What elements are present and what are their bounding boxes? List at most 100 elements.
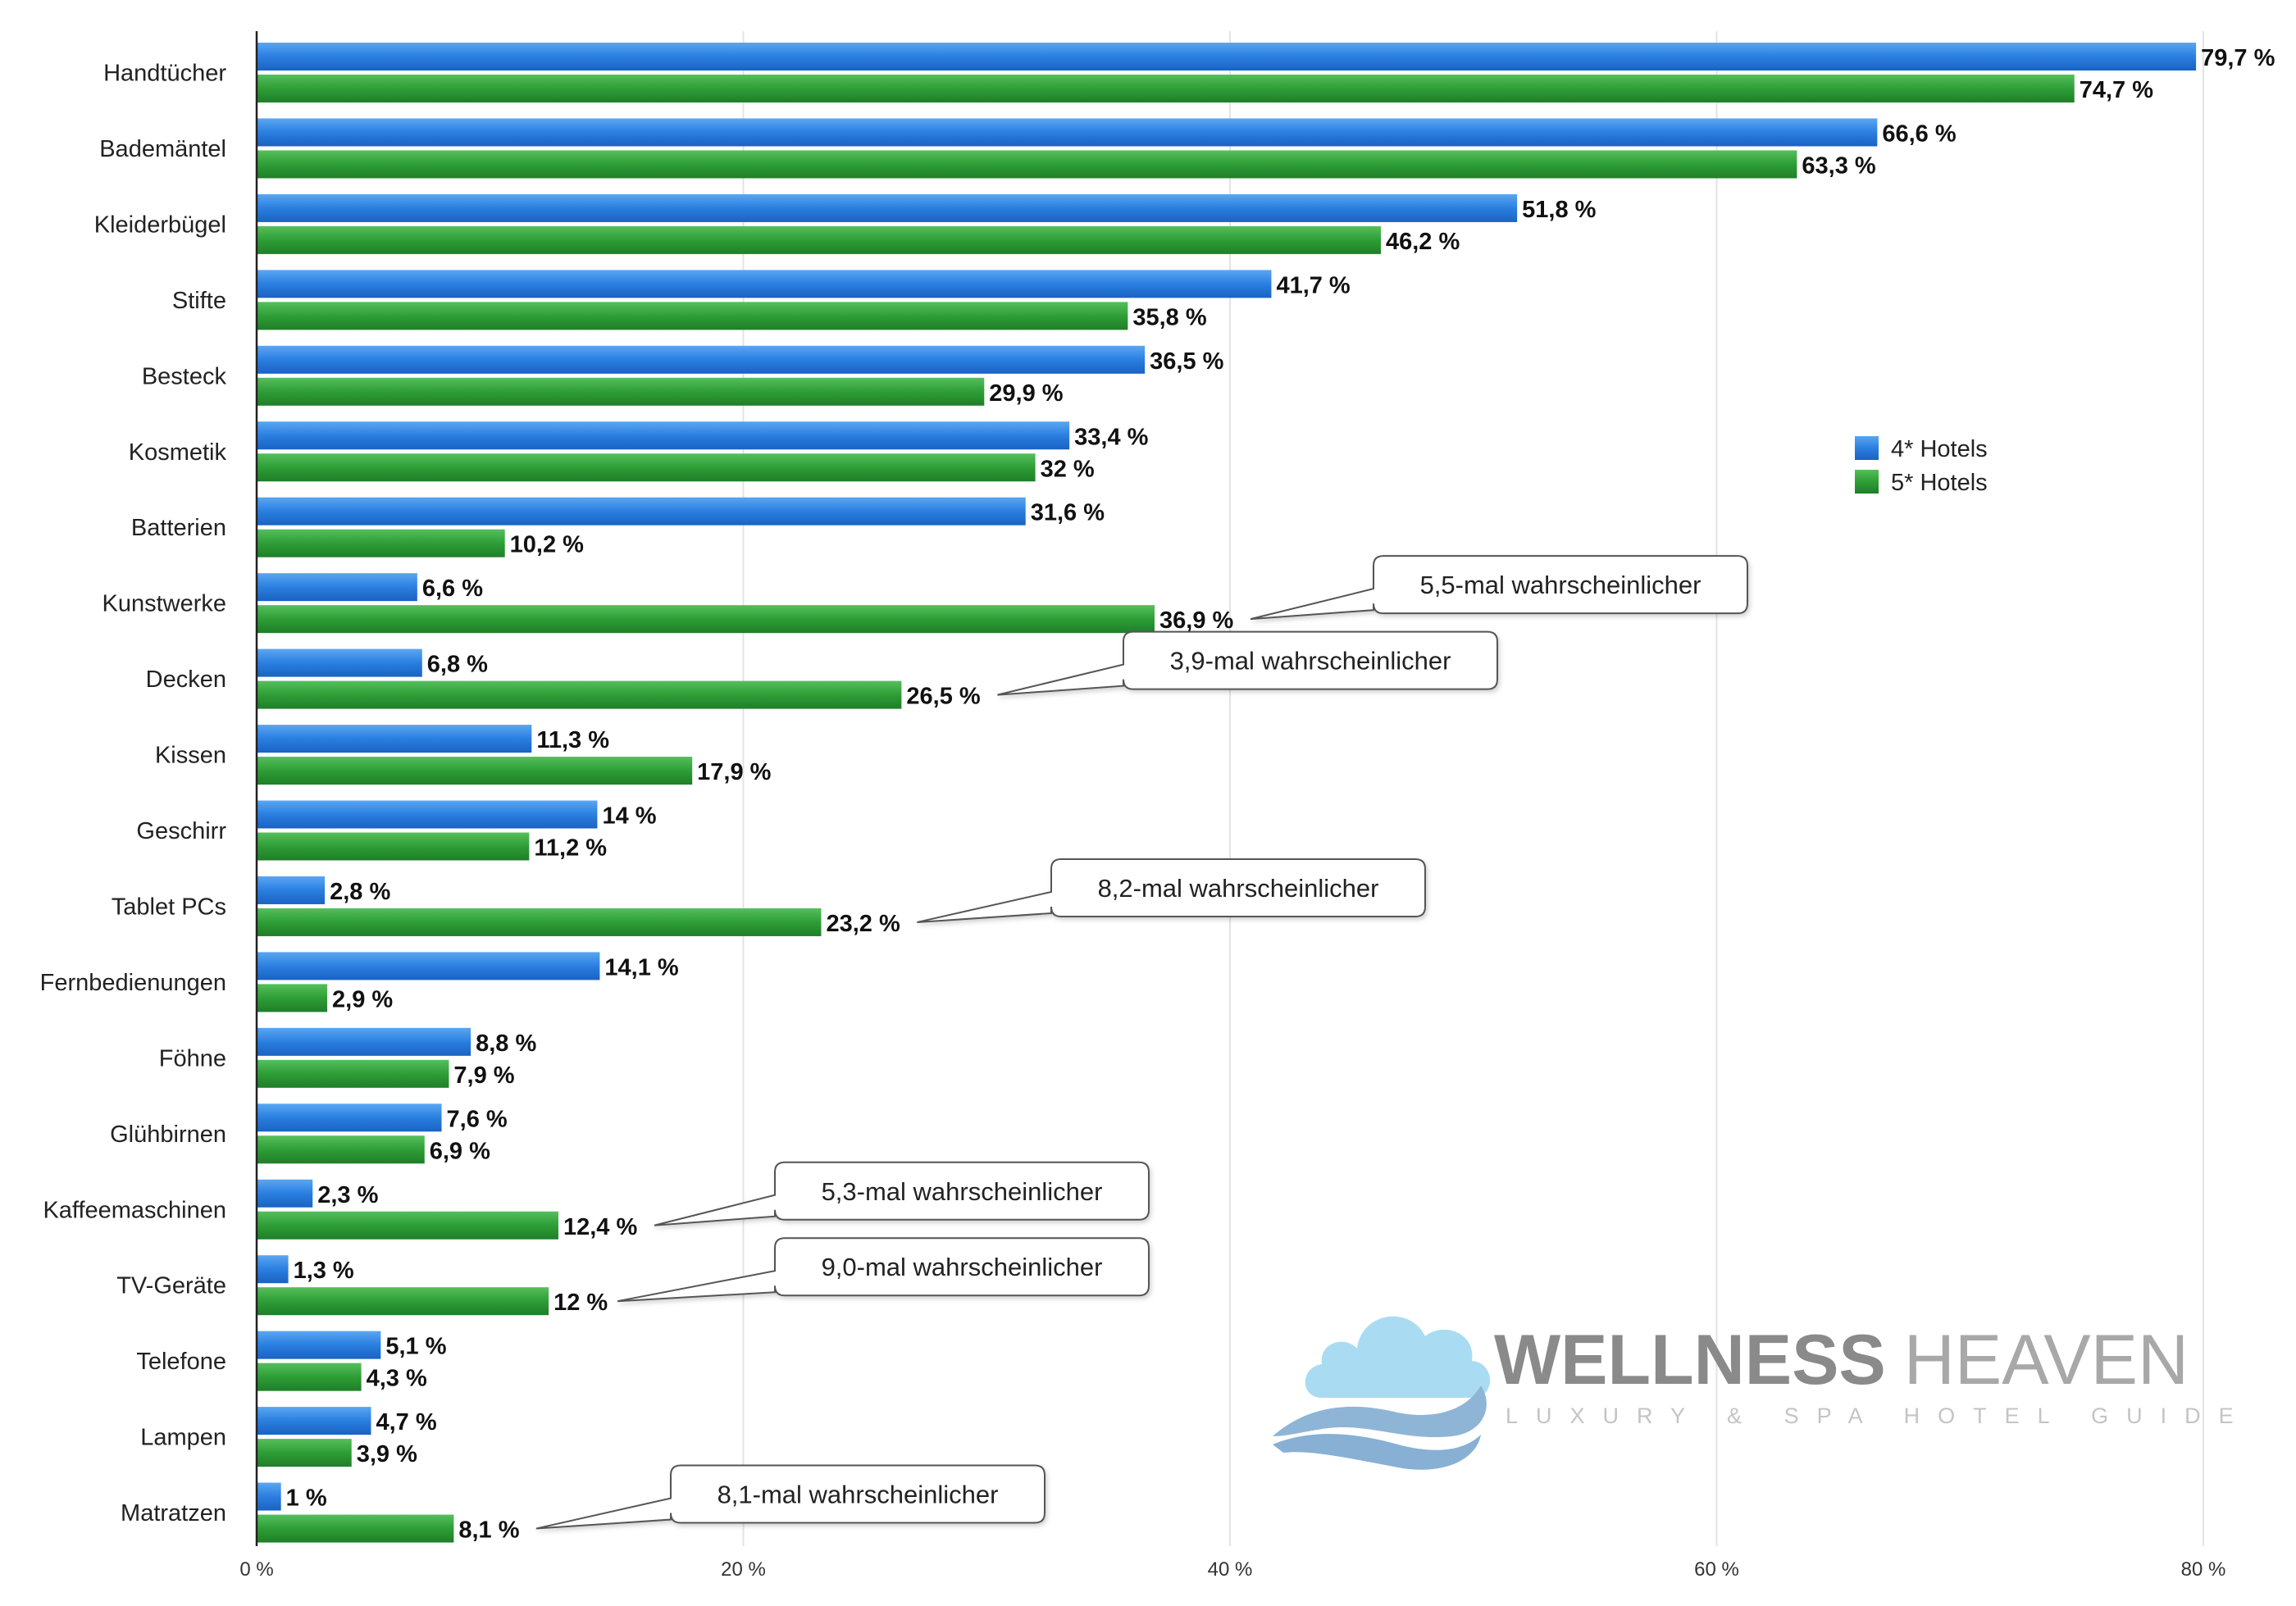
bar-5-hotels-batterien (257, 529, 505, 557)
x-tick-label-80: 80 % (2181, 1558, 2226, 1581)
value-label-5-hotels-kaffeemaschinen: 12,4 % (563, 1214, 637, 1240)
bar-5-hotels-matratzen (257, 1514, 454, 1543)
category-label-geschirr: Geschirr (136, 818, 226, 844)
value-label-5-hotels-tv-geraete: 12 % (554, 1290, 608, 1316)
bars (257, 43, 2197, 1543)
value-label-4-hotels-decken: 6,8 % (427, 652, 488, 678)
callout-kaffeemaschinen: 5,3-mal wahrscheinlicher (654, 1161, 1150, 1226)
callout-text-decken: 3,9-mal wahrscheinlicher (1170, 647, 1451, 676)
category-label-besteck: Besteck (142, 363, 227, 389)
value-label-4-hotels-bademaentel: 66,6 % (1882, 121, 1956, 147)
x-tick-label-0: 0 % (239, 1558, 273, 1581)
bar-4-hotels-foehne (257, 1027, 472, 1056)
callout-box-kaffeemaschinen (654, 1161, 1150, 1226)
category-label-batterien: Batterien (131, 515, 226, 541)
value-label-4-hotels-handtuecher: 79,7 % (2201, 45, 2275, 71)
bar-4-hotels-matratzen (257, 1482, 281, 1511)
value-label-4-hotels-telefone: 5,1 % (385, 1334, 446, 1360)
value-label-5-hotels-matratzen: 8,1 % (458, 1517, 519, 1544)
bar-4-hotels-kaffeemaschinen (257, 1179, 313, 1208)
callout-box-kunstwerke (1250, 555, 1748, 621)
value-label-5-hotels-lampen: 3,9 % (357, 1441, 417, 1467)
value-label-4-hotels-batterien: 31,6 % (1031, 500, 1105, 526)
callout-text-kunstwerke: 5,5-mal wahrscheinlicher (1420, 571, 1702, 599)
value-label-4-hotels-stifte: 41,7 % (1276, 272, 1350, 298)
category-label-kosmetik: Kosmetik (129, 439, 227, 466)
legend-label-5-hotels: 5* Hotels (1891, 470, 1988, 496)
value-label-5-hotels-decken: 26,5 % (906, 684, 980, 710)
bar-5-hotels-lampen (257, 1439, 352, 1467)
value-label-5-hotels-kunstwerke: 36,9 % (1159, 607, 1233, 634)
value-label-5-hotels-fernbedienungen: 2,9 % (332, 986, 393, 1012)
bar-4-hotels-kissen (257, 725, 532, 753)
bar-5-hotels-decken (257, 680, 902, 709)
category-label-kissen: Kissen (155, 743, 226, 769)
annotations: 5,5-mal wahrscheinlicher 3,9-mal wahrsche… (535, 555, 1748, 1530)
category-labels: Handtücher Bademäntel Kleiderbügel Stifte Be… (40, 61, 227, 1527)
bar-4-hotels-kleiderbuegel (257, 193, 1518, 222)
value-label-5-hotels-tablet-pcs: 23,2 % (826, 911, 900, 937)
value-label-4-hotels-lampen: 4,7 % (376, 1409, 436, 1435)
category-label-lampen: Lampen (140, 1425, 226, 1451)
x-tick-label-60: 60 % (1694, 1558, 1739, 1581)
bar-4-hotels-handtuecher (257, 43, 2197, 71)
value-label-5-hotels-kissen: 17,9 % (697, 759, 771, 785)
bar-4-hotels-kosmetik (257, 421, 1070, 450)
callout-box-tablet-pcs (917, 858, 1426, 923)
category-label-handtuecher: Handtücher (103, 61, 226, 87)
bar-4-hotels-tv-geraete (257, 1255, 289, 1284)
value-label-4-hotels-fernbedienungen: 14,1 % (604, 954, 678, 980)
category-label-foehne: Föhne (159, 1045, 226, 1071)
category-label-fernbedienungen: Fernbedienungen (40, 970, 226, 996)
value-label-5-hotels-geschirr: 11,2 % (534, 835, 607, 862)
bar-4-hotels-decken (257, 648, 422, 677)
bar-5-hotels-gluehbirnen (257, 1135, 425, 1164)
x-tick-label-40: 40 % (1208, 1558, 1253, 1581)
value-label-4-hotels-geschirr: 14 % (602, 803, 656, 830)
callout-box-matratzen (535, 1464, 1046, 1530)
category-label-stifte: Stifte (172, 288, 226, 314)
bar-4-hotels-telefone (257, 1331, 381, 1359)
legend: 4* Hotels 5* Hotels (1855, 436, 1988, 496)
value-label-4-hotels-besteck: 36,5 % (1150, 348, 1223, 375)
value-label-5-hotels-kleiderbuegel: 46,2 % (1386, 229, 1460, 255)
value-label-5-hotels-telefone: 4,3 % (367, 1366, 427, 1392)
bar-5-hotels-kleiderbuegel (257, 225, 1381, 254)
legend-entry-4-hotels: 4* Hotels (1855, 436, 1988, 462)
value-label-5-hotels-kosmetik: 32 % (1041, 456, 1095, 482)
bar-4-hotels-fernbedienungen (257, 952, 600, 980)
value-label-4-hotels-kissen: 11,3 % (536, 727, 609, 753)
bar-5-hotels-kaffeemaschinen (257, 1211, 558, 1240)
value-label-5-hotels-batterien: 10,2 % (510, 532, 584, 558)
legend-label-4-hotels: 4* Hotels (1891, 436, 1988, 462)
callout-text-tv-geraete: 9,0-mal wahrscheinlicher (822, 1253, 1103, 1281)
legend-swatch-5-hotels (1855, 470, 1879, 494)
category-label-telefone: Telefone (136, 1349, 226, 1375)
value-labels: 79,7 % 74,7 % 66,6 % 63,3 % 51,8 % 46,2 % 41,7… (286, 45, 2276, 1544)
category-label-matratzen: Matratzen (121, 1500, 226, 1526)
value-label-4-hotels-kleiderbuegel: 51,8 % (1522, 197, 1596, 223)
category-label-kaffeemaschinen: Kaffeemaschinen (43, 1197, 226, 1223)
callout-tv-geraete: 9,0-mal wahrscheinlicher (617, 1237, 1150, 1303)
bar-5-hotels-stifte (257, 302, 1128, 330)
bar-5-hotels-tablet-pcs (257, 908, 822, 936)
x-axis-ticks: 0 % 20 % 40 % 60 % 80 % (239, 1558, 2225, 1581)
category-label-kleiderbuegel: Kleiderbügel (94, 212, 226, 238)
value-label-4-hotels-gluehbirnen: 7,6 % (447, 1106, 508, 1132)
value-label-5-hotels-handtuecher: 74,7 % (2080, 77, 2153, 103)
bar-4-hotels-geschirr (257, 800, 598, 829)
bar-4-hotels-batterien (257, 497, 1026, 525)
bar-4-hotels-lampen (257, 1407, 371, 1435)
watermark-brand-light: HEAVEN (1904, 1321, 2189, 1399)
callout-text-kaffeemaschinen: 5,3-mal wahrscheinlicher (822, 1177, 1103, 1206)
bar-5-hotels-tv-geraete (257, 1287, 549, 1316)
bar-5-hotels-kissen (257, 757, 693, 785)
bar-5-hotels-fernbedienungen (257, 984, 328, 1012)
value-label-4-hotels-kaffeemaschinen: 2,3 % (317, 1182, 378, 1208)
watermark: WELLNESS HEAVEN LUXURY & SPA HOTEL GUIDE (1273, 1316, 2234, 1470)
bar-5-hotels-kunstwerke (257, 605, 1155, 634)
category-label-decken: Decken (146, 667, 226, 693)
value-label-4-hotels-tablet-pcs: 2,8 % (330, 879, 390, 905)
callout-matratzen: 8,1-mal wahrscheinlicher (535, 1464, 1046, 1530)
